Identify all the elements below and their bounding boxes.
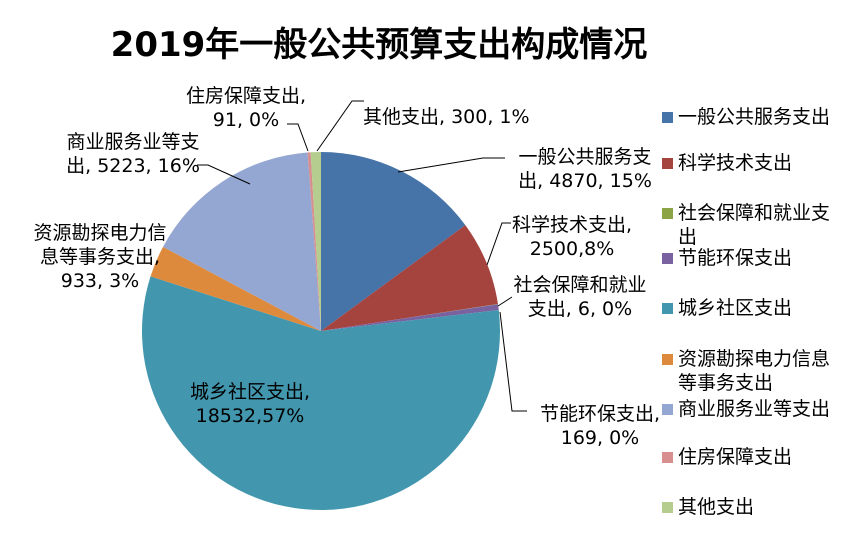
- data-label-line: 一般公共服务支: [518, 146, 652, 168]
- pie-slice-3: [321, 304, 499, 331]
- data-label-line: 资源勘探电力信: [33, 222, 167, 244]
- data-label-line: 息等事务支出,: [39, 246, 161, 268]
- legend-label: 社会保障和就业支出: [678, 202, 831, 248]
- leader-line-2: [197, 164, 251, 185]
- data-label-8: 城乡社区支出, 18532,57%: [190, 380, 310, 428]
- data-label-line: 18532,57%: [195, 405, 305, 427]
- pie-slice-8: [310, 152, 321, 331]
- data-label-3: 一般公共服务支 出, 4870, 15%: [518, 145, 652, 193]
- legend-swatch-icon: [662, 303, 673, 314]
- data-label-4: 科学技术支出, 2500,8%: [512, 213, 632, 261]
- data-label-1: 其他支出, 300, 1%: [363, 105, 530, 129]
- data-label-line: 169, 0%: [560, 427, 640, 449]
- legend-label: 资源勘探电力信息等事务支出: [678, 348, 831, 394]
- legend-swatch-icon: [662, 253, 673, 264]
- data-label-line: 2500,8%: [529, 238, 615, 260]
- data-label-line: 其他支出, 300, 1%: [363, 106, 530, 128]
- data-label-line: 城乡社区支出,: [189, 381, 311, 403]
- legend-item-2: 社会保障和就业支出: [662, 201, 838, 249]
- data-label-line: 支出, 6, 0%: [527, 298, 633, 320]
- pie-slice-2: [321, 304, 498, 331]
- data-label-7: 资源勘探电力信 息等事务支出, 933, 3%: [33, 221, 166, 293]
- pie-slice-7: [307, 152, 321, 331]
- pie-slice-5: [150, 246, 321, 331]
- legend-swatch-icon: [662, 404, 673, 415]
- legend-label: 住房保障支出: [678, 446, 793, 468]
- pie-slice-4: [141, 276, 500, 511]
- data-label-line: 科学技术支出,: [511, 214, 633, 236]
- legend-label: 科学技术支出: [678, 152, 793, 174]
- leader-line-1: [316, 100, 364, 152]
- leader-line-5: [497, 296, 513, 307]
- legend-item-7: 住房保障支出: [662, 445, 838, 469]
- data-label-line: 出, 5223, 16%: [66, 155, 200, 177]
- data-label-line: 节能环保支出,: [539, 403, 661, 425]
- legend-swatch-icon: [662, 354, 673, 365]
- chart-title: 2019年一般公共预算支出构成情况: [110, 25, 648, 65]
- legend-item-3: 节能环保支出: [662, 246, 838, 270]
- data-label-6: 节能环保支出, 169, 0%: [540, 402, 660, 450]
- legend-item-0: 一般公共服务支出: [662, 105, 838, 129]
- data-label-line: 出, 4870, 15%: [518, 170, 652, 192]
- legend-item-5: 资源勘探电力信息等事务支出: [662, 347, 838, 395]
- data-label-line: 933, 3%: [60, 270, 140, 292]
- leader-line-3: [397, 157, 505, 173]
- legend-item-1: 科学技术支出: [662, 151, 838, 175]
- pie-slice-0: [321, 152, 466, 331]
- legend-item-4: 城乡社区支出: [662, 296, 838, 320]
- legend-item-6: 商业服务业等支出: [662, 397, 838, 421]
- leader-line-4: [486, 222, 511, 266]
- legend-label: 节能环保支出: [678, 247, 793, 269]
- legend-swatch-icon: [662, 112, 673, 123]
- pie-slice-1: [321, 225, 498, 331]
- data-label-0: 住房保障支出, 91, 0%: [186, 84, 306, 132]
- pie-slice-6: [163, 152, 321, 331]
- legend-label: 一般公共服务支出: [678, 106, 831, 128]
- leader-line-0: [287, 123, 309, 152]
- legend-label: 商业服务业等支出: [678, 398, 831, 420]
- data-label-line: 住房保障支出,: [185, 85, 307, 107]
- data-label-2: 商业服务业等支 出, 5223, 16%: [66, 130, 200, 178]
- legend-swatch-icon: [662, 208, 673, 219]
- legend-swatch-icon: [662, 158, 673, 169]
- legend-label: 城乡社区支出: [678, 297, 793, 319]
- legend-swatch-icon: [662, 452, 673, 463]
- legend-label: 其他支出: [678, 496, 755, 518]
- leader-line-6: [499, 311, 527, 412]
- legend-swatch-icon: [662, 502, 673, 513]
- data-label-line: 91, 0%: [212, 109, 280, 131]
- data-label-line: 商业服务业等支: [66, 131, 200, 153]
- data-label-5: 社会保障和就业 支出, 6, 0%: [513, 273, 646, 321]
- data-label-line: 社会保障和就业: [513, 274, 647, 296]
- legend-item-8: 其他支出: [662, 495, 838, 519]
